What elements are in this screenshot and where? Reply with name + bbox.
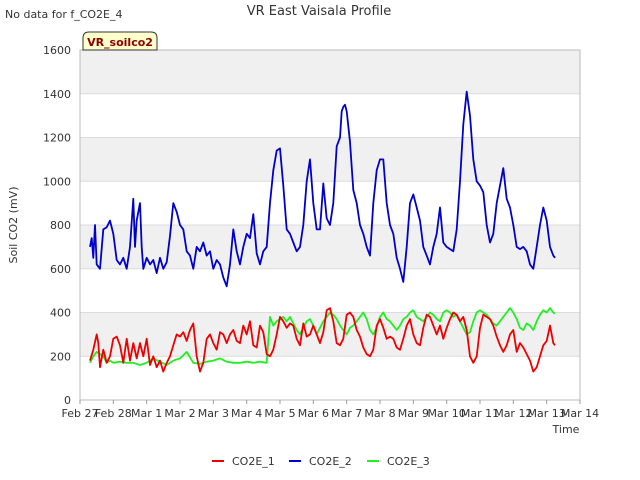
badge-shape <box>82 31 158 51</box>
x-tick-label: Mar 1 <box>131 407 162 420</box>
y-tick-label: 400 <box>50 307 71 320</box>
x-tick-label: Mar 10 <box>428 407 466 420</box>
series-line-co2e_2 <box>89 90 556 288</box>
x-tick-label: Mar 4 <box>231 407 262 420</box>
x-tick-label: Mar 3 <box>198 407 229 420</box>
y-tick-label: 1000 <box>43 175 71 188</box>
legend: CO2E_1 CO2E_2 CO2E_3 <box>212 455 430 468</box>
y-axis-ticks: 0 200 400 600 800 1000 1200 1400 1600 <box>43 44 71 407</box>
y-tick-label: 200 <box>50 350 71 363</box>
y-tick-label: 0 <box>64 394 71 407</box>
grid-band <box>80 137 580 182</box>
y-tick-label: 1600 <box>43 44 71 57</box>
x-tick-label: Feb 28 <box>95 407 132 420</box>
x-tick-label: Mar 8 <box>364 407 395 420</box>
badge-label: VR_soilco2 <box>87 36 153 49</box>
grid-band <box>80 50 580 94</box>
y-tick-label: 800 <box>50 219 71 232</box>
no-data-note: No data for f_CO2E_4 <box>5 8 123 21</box>
x-tick-label: Mar 12 <box>494 407 532 420</box>
background-bands <box>80 50 580 357</box>
y-tick-label: 1400 <box>43 88 71 101</box>
x-tick-label: Mar 14 <box>561 407 599 420</box>
grid-band <box>80 225 580 269</box>
series-line-co2e_1 <box>89 307 556 373</box>
x-tick-label: Feb 27 <box>62 407 99 420</box>
series-layer <box>89 90 556 373</box>
y-tick-label: 1200 <box>43 132 71 145</box>
x-tick-label: Mar 9 <box>398 407 429 420</box>
chart-title: VR East Vaisala Profile <box>247 4 392 19</box>
x-tick-label: Mar 11 <box>461 407 499 420</box>
x-tick-label: Mar 5 <box>264 407 295 420</box>
x-tick-label: Mar 13 <box>528 407 566 420</box>
badge: VR_soilco2 <box>82 31 158 51</box>
legend-label-co2e_3: CO2E_3 <box>387 455 430 468</box>
legend-label-co2e_2: CO2E_2 <box>309 455 352 468</box>
x-tick-label: Mar 7 <box>331 407 362 420</box>
y-axis-label: Soil CO2 (mV) <box>7 187 20 264</box>
plot-frame <box>79 49 581 401</box>
y-tick-label: 600 <box>50 263 71 276</box>
x-axis-label: Time <box>552 423 580 436</box>
x-tick-label: Mar 2 <box>164 407 195 420</box>
x-tick-label: Mar 6 <box>298 407 329 420</box>
legend-label-co2e_1: CO2E_1 <box>232 455 275 468</box>
